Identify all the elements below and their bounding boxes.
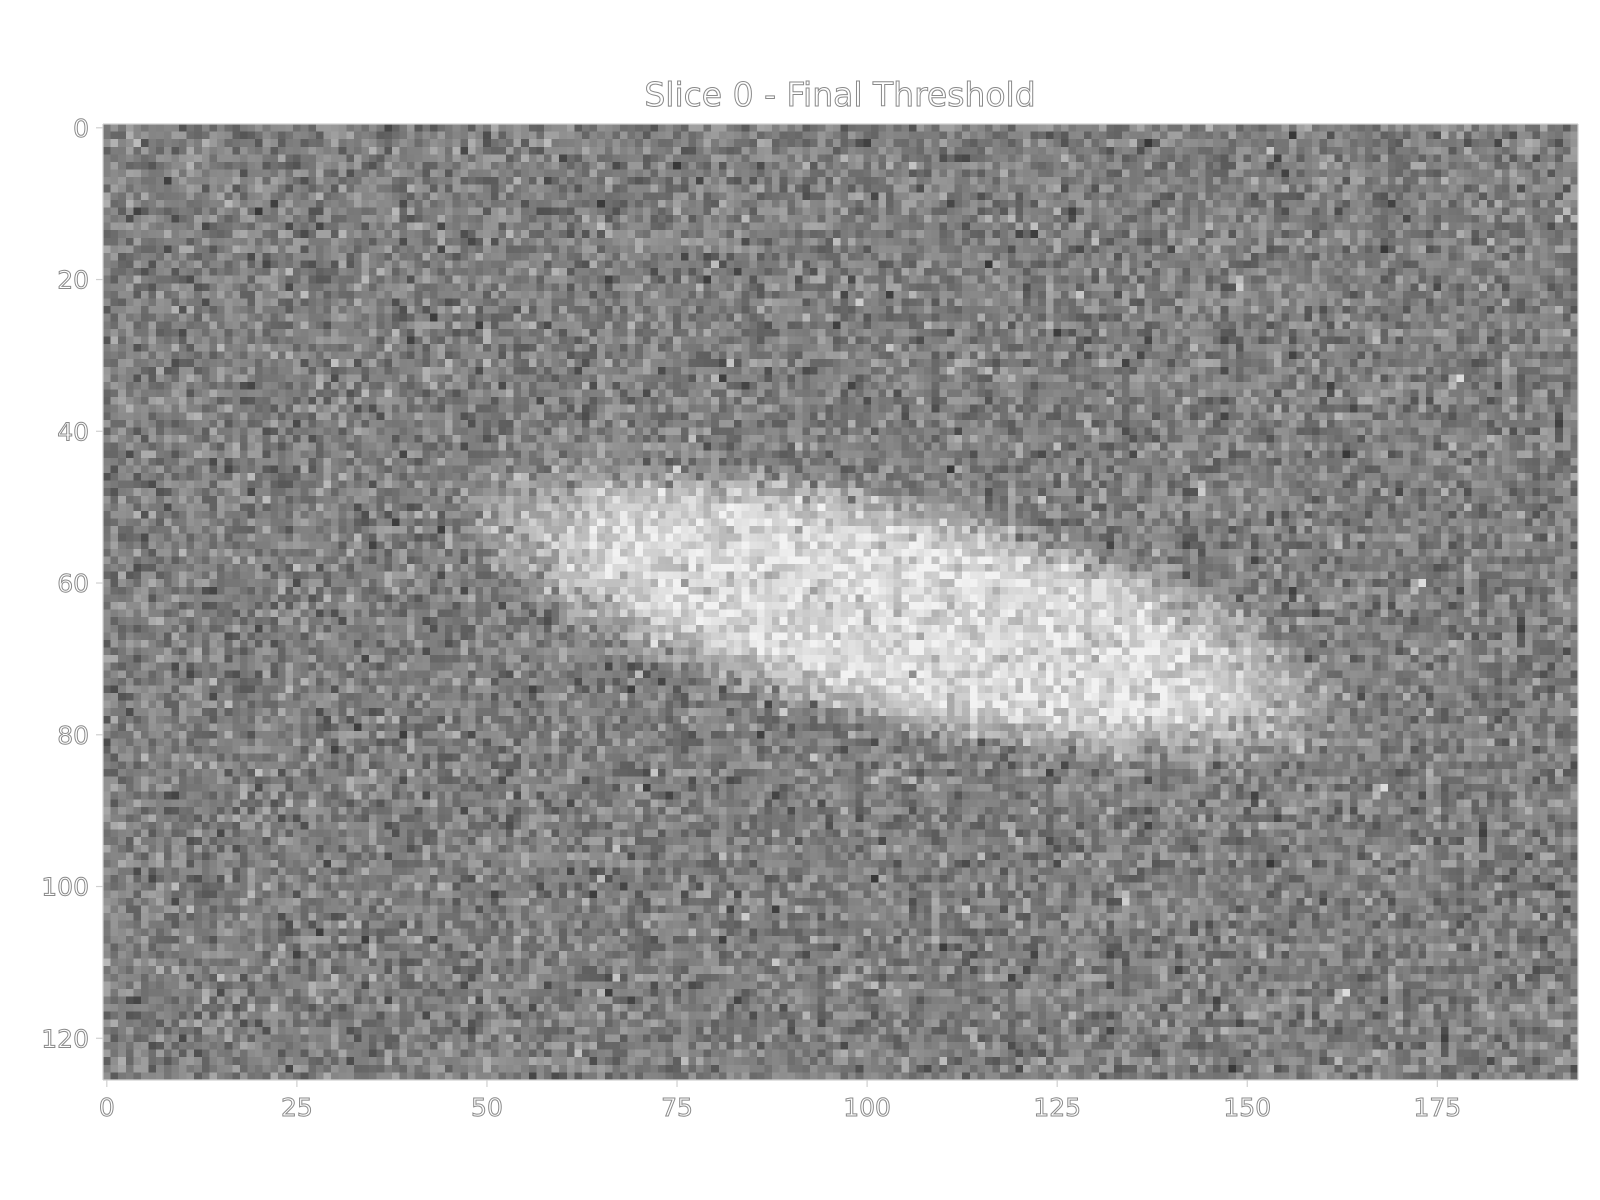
x-tick-label: 175 xyxy=(1413,1093,1461,1122)
x-tick-label: 25 xyxy=(281,1093,313,1122)
y-tick-label: 0 xyxy=(73,114,89,143)
x-tick-label: 75 xyxy=(661,1093,693,1122)
y-tick-label: 80 xyxy=(57,721,89,750)
x-tick-label: 100 xyxy=(843,1093,891,1122)
x-tick-label: 125 xyxy=(1033,1093,1081,1122)
x-axis-ticks: 0 25 50 75 100 125 150 175 xyxy=(98,1080,1462,1123)
y-tick-label: 120 xyxy=(41,1024,89,1053)
y-tick-label: 40 xyxy=(57,417,89,446)
y-tick-label: 20 xyxy=(57,266,89,295)
x-tick-label: 150 xyxy=(1223,1093,1271,1122)
axes-frame xyxy=(102,123,1579,1081)
heatmap-image xyxy=(103,124,1578,1080)
x-tick-label: 0 xyxy=(99,1093,115,1122)
y-tick-label: 100 xyxy=(41,873,89,902)
x-tick-label: 50 xyxy=(471,1093,503,1122)
chart-title: Slice 0 - Final Threshold xyxy=(644,75,1035,114)
y-tick-label: 60 xyxy=(57,569,89,598)
y-axis-ticks: 0 20 40 60 80 100 120 xyxy=(41,113,103,1054)
